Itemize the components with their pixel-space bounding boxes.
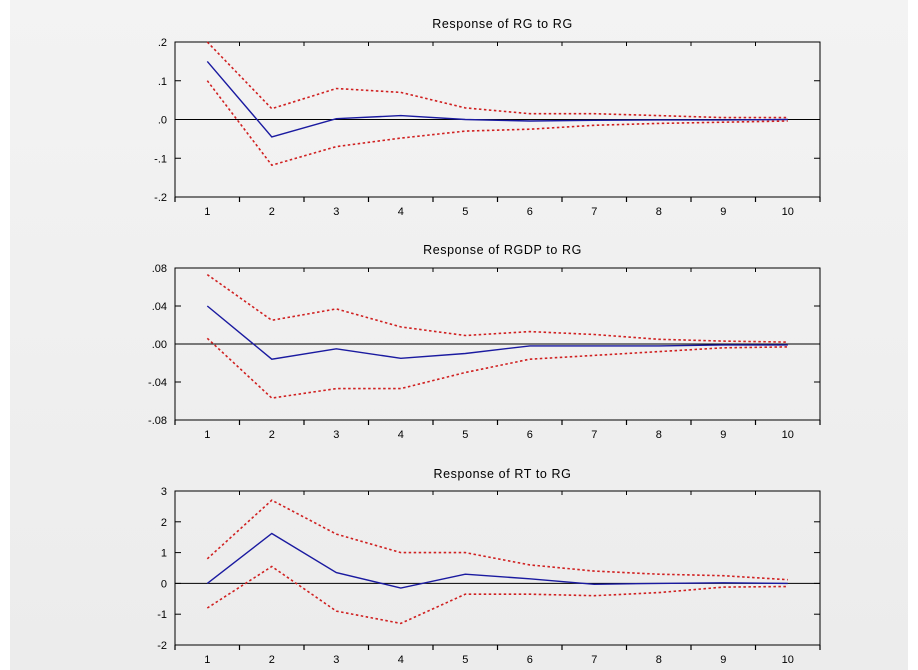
x-tick-label: 8 [656, 429, 662, 441]
x-tick-label: 7 [591, 206, 597, 218]
x-tick-label: 2 [269, 429, 275, 441]
x-tick-label: 4 [398, 206, 404, 218]
lower-confidence-band [206, 565, 788, 625]
x-tick-label: 7 [591, 429, 597, 441]
impulse-response-line [206, 305, 788, 360]
x-tick-label: 10 [782, 206, 794, 218]
x-tick-label: 2 [269, 654, 275, 666]
y-tick-label: .04 [152, 301, 167, 313]
y-tick-label: .08 [152, 263, 167, 275]
x-tick-label: 1 [204, 206, 210, 218]
x-tick-label: 1 [204, 654, 210, 666]
x-tick-label: 4 [398, 429, 404, 441]
upper-confidence-band [206, 499, 788, 581]
y-tick-label: 0 [161, 578, 167, 590]
x-tick-label: 9 [720, 206, 726, 218]
impulse-response-line [206, 532, 788, 589]
x-tick-label: 5 [462, 654, 468, 666]
y-tick-label: -.08 [148, 415, 167, 427]
upper-confidence-band [206, 41, 788, 119]
panel-title: Response of RGDP to RG [423, 243, 582, 257]
x-tick-label: 7 [591, 654, 597, 666]
x-tick-label: 2 [269, 206, 275, 218]
y-tick-label: .1 [158, 76, 167, 88]
x-tick-label: 3 [333, 654, 339, 666]
x-tick-label: 10 [782, 429, 794, 441]
x-tick-label: 5 [462, 429, 468, 441]
panel-3: Response of RT to RG -2 -1 0 1 2 3 1 2 3 4 5 6 7 8 9 10 [157, 467, 821, 666]
y-tick-label: 2 [161, 517, 167, 529]
lower-confidence-band [206, 337, 788, 399]
y-tick-label: -.2 [154, 192, 167, 204]
x-tick-label: 3 [333, 429, 339, 441]
x-tick-label: 4 [398, 654, 404, 666]
y-tick-label: .2 [158, 37, 167, 49]
impulse-response-figure: Response of RG to RG -.2 -.1 .0 .1 .2 1 2 3 4 5 6 7 8… [148, 17, 821, 666]
x-tick-label: 6 [527, 206, 533, 218]
y-tick-label: -2 [157, 640, 167, 652]
y-tick-label: 1 [161, 548, 167, 560]
x-tick-label: 9 [720, 654, 726, 666]
y-tick-label: .0 [158, 115, 167, 127]
impulse-response-line [206, 60, 788, 138]
x-tick-label: 3 [333, 206, 339, 218]
y-tick-label: 3 [161, 486, 167, 498]
x-tick-label: 10 [782, 654, 794, 666]
y-tick-label: -.1 [154, 153, 167, 165]
y-tick-label: .00 [152, 339, 167, 351]
x-tick-label: 6 [527, 654, 533, 666]
x-tick-label: 9 [720, 429, 726, 441]
plot-frame [174, 490, 821, 646]
x-tick-label: 8 [656, 654, 662, 666]
lower-confidence-band [206, 80, 788, 167]
x-tick-label: 5 [462, 206, 468, 218]
y-tick-label: -.04 [148, 377, 167, 389]
x-tick-label: 8 [656, 206, 662, 218]
x-tick-label: 6 [527, 429, 533, 441]
figure-background: Response of RG to RG -.2 -.1 .0 .1 .2 1 2 3 4 5 6 7 8… [10, 0, 908, 670]
panel-title: Response of RG to RG [432, 17, 573, 31]
panel-1: Response of RG to RG -.2 -.1 .0 .1 .2 1 2 3 4 5 6 7 8… [154, 17, 821, 218]
y-tick-label: -1 [157, 609, 167, 621]
panel-title: Response of RT to RG [434, 467, 572, 481]
x-tick-label: 1 [204, 429, 210, 441]
upper-confidence-band [206, 273, 788, 343]
panel-2: Response of RGDP to RG -.08 -.04 .00 .04 .08 1… [148, 243, 821, 441]
